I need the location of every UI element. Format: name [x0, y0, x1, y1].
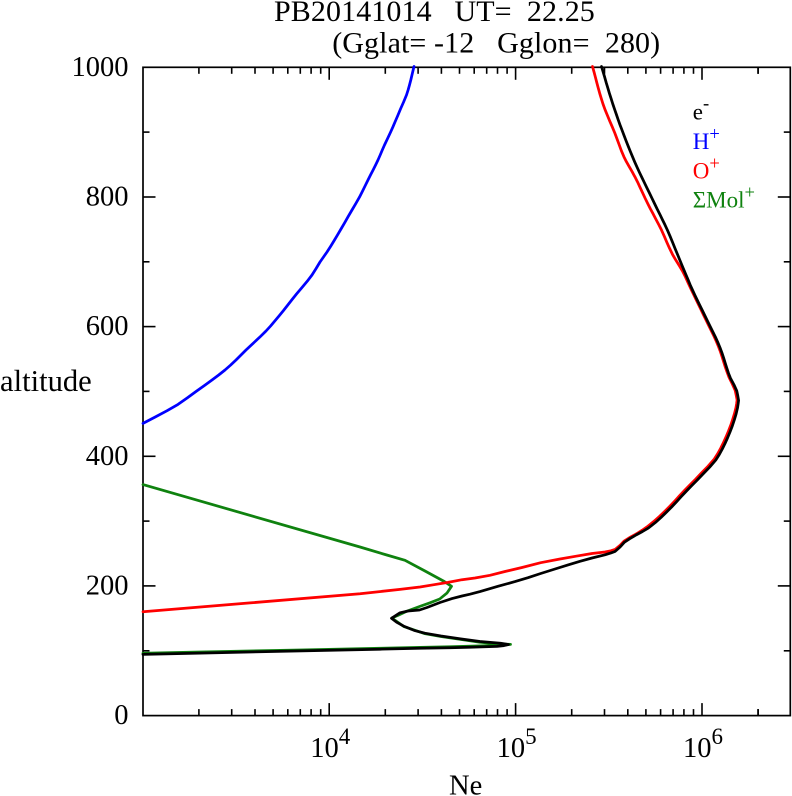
- svg-text:800: 800: [86, 182, 129, 213]
- svg-text:altitude: altitude: [0, 364, 92, 398]
- svg-text:Ne: Ne: [449, 771, 482, 796]
- svg-text:600: 600: [86, 311, 129, 342]
- svg-text:O+: O+: [693, 155, 720, 184]
- svg-text:200: 200: [86, 570, 129, 601]
- svg-text:(Gglat= -12 Gglon= 280): (Gglat= -12 Gglon= 280): [332, 27, 660, 60]
- svg-text:PB20141014 UT= 22.25: PB20141014 UT= 22.25: [274, 0, 595, 28]
- svg-text:0: 0: [114, 700, 128, 731]
- svg-text:400: 400: [86, 441, 129, 472]
- svg-text:1000: 1000: [72, 52, 129, 83]
